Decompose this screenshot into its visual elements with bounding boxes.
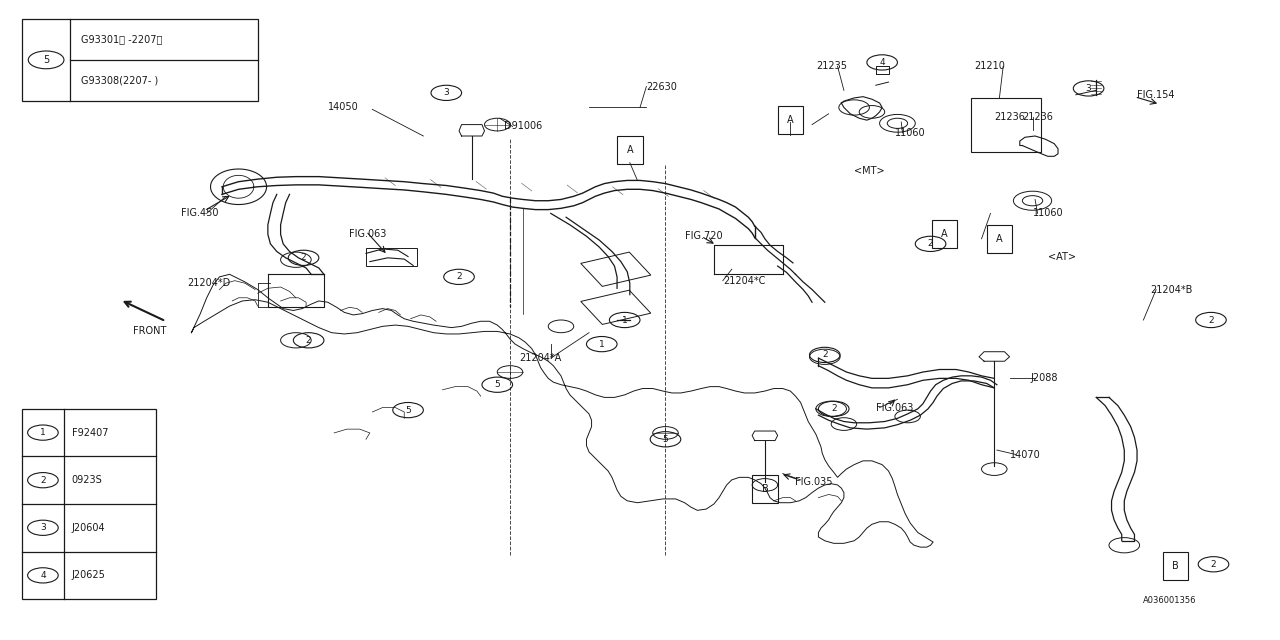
Text: 0923S: 0923S [72,475,102,485]
Text: FRONT: FRONT [133,326,166,337]
Text: A: A [996,234,1002,244]
Text: 3: 3 [40,524,46,532]
Text: FIG.063: FIG.063 [349,228,387,239]
Text: B: B [1172,561,1179,571]
Text: 21204*D: 21204*D [188,278,230,288]
Text: 21204*C: 21204*C [723,276,765,285]
Bar [22,19,257,101]
Text: A: A [787,115,794,125]
Bar [753,475,778,503]
Text: 1: 1 [599,340,604,349]
Text: FIG.720: FIG.720 [685,231,722,241]
Bar [972,98,1042,152]
Text: 21204*B: 21204*B [1149,285,1192,294]
Text: J20604: J20604 [72,523,105,532]
Bar [932,220,957,248]
Text: FIG.035: FIG.035 [795,477,833,487]
Bar [617,136,643,164]
Text: J2088: J2088 [1030,373,1057,383]
Bar [1162,552,1188,580]
Text: 2: 2 [306,336,311,345]
Text: 11060: 11060 [1033,209,1064,218]
Bar [987,225,1012,253]
Text: 1: 1 [622,316,627,324]
Text: A: A [626,145,634,155]
Text: 2: 2 [456,273,462,282]
Bar [581,290,650,324]
Text: 2: 2 [831,404,837,413]
Text: 5: 5 [406,406,411,415]
Text: 5: 5 [663,435,668,444]
Text: 2: 2 [822,350,828,360]
Text: A: A [941,229,948,239]
Text: G93301（ -2207）: G93301（ -2207） [81,35,161,44]
Text: 21204*A: 21204*A [518,353,561,363]
Text: D91006: D91006 [503,122,541,131]
Text: J20625: J20625 [72,570,105,580]
Text: FIG.154: FIG.154 [1137,90,1175,100]
Text: 11060: 11060 [895,128,925,138]
Text: 21236: 21236 [1023,112,1053,122]
Text: 2: 2 [1208,316,1213,324]
Text: 2: 2 [40,476,46,484]
Text: 4: 4 [879,58,884,67]
Text: <AT>: <AT> [1048,252,1075,262]
Text: 2: 2 [301,253,306,262]
Bar [22,409,156,599]
Text: 21235: 21235 [815,61,847,71]
Text: 3: 3 [1085,84,1092,93]
Bar [366,248,417,266]
Text: FIG.063: FIG.063 [876,403,913,413]
Text: 22630: 22630 [646,81,677,92]
Text: F92407: F92407 [72,428,108,438]
Text: 2: 2 [928,239,933,248]
Text: <MT>: <MT> [854,166,884,176]
Text: 5: 5 [44,55,49,65]
Text: 1: 1 [40,428,46,437]
Bar [581,252,650,286]
Text: 21236: 21236 [995,112,1025,122]
Text: 14050: 14050 [328,102,358,113]
Text: A036001356: A036001356 [1143,596,1197,605]
Text: 21210: 21210 [974,61,1005,71]
Text: 4: 4 [40,571,46,580]
Text: 14070: 14070 [1010,449,1041,460]
Text: 5: 5 [494,380,500,389]
Text: 3: 3 [443,88,449,97]
Text: 2: 2 [1211,560,1216,569]
Text: G93308(2207- ): G93308(2207- ) [81,76,157,86]
Text: B: B [762,484,768,494]
Text: FIG.450: FIG.450 [182,209,219,218]
Bar [778,106,803,134]
